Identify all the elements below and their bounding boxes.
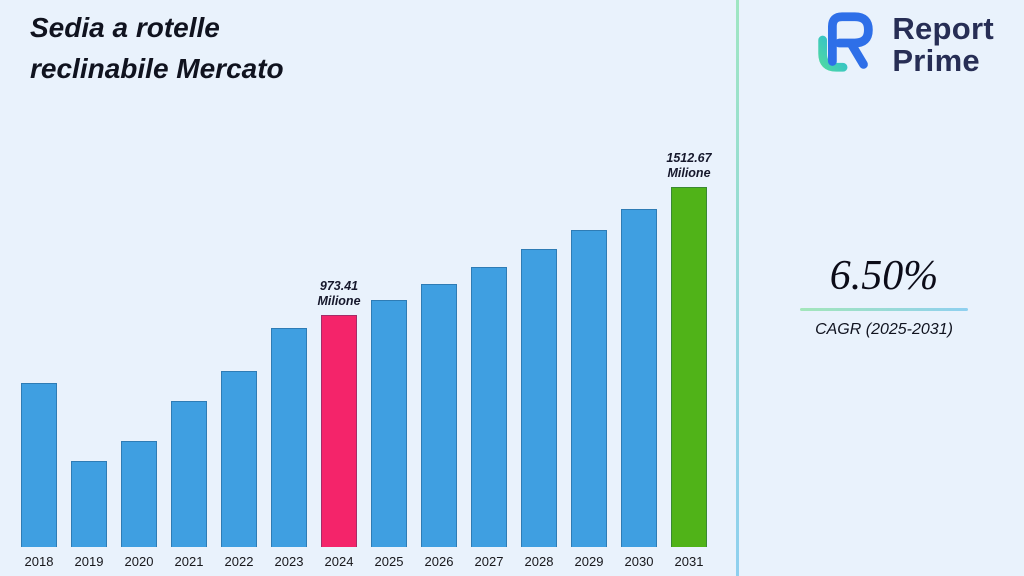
- bar-column-2030: 2030: [614, 140, 664, 570]
- bar-2026: [421, 284, 457, 547]
- year-label-2024: 2024: [324, 554, 354, 569]
- bar-column-2021: 2021: [164, 140, 214, 570]
- cagr-value: 6.50%: [829, 253, 939, 299]
- bar-column-2025: 2025: [364, 140, 414, 570]
- year-label-2028: 2028: [524, 554, 554, 569]
- bar-2024: [321, 315, 357, 547]
- year-label-2029: 2029: [574, 554, 604, 569]
- year-label-2019: 2019: [74, 554, 104, 569]
- bar-column-2020: 2020: [114, 140, 164, 570]
- bar-column-2027: 2027: [464, 140, 514, 570]
- year-label-2018: 2018: [24, 554, 54, 569]
- year-label-2031: 2031: [674, 554, 704, 569]
- bar-2025: [371, 300, 407, 547]
- bar-2028: [521, 249, 557, 547]
- page-title-line1: Sedia a rotelle: [30, 12, 220, 43]
- bar-2022: [221, 371, 257, 547]
- bar-column-2019: 2019: [64, 140, 114, 570]
- bar-column-2026: 2026: [414, 140, 464, 570]
- bar-chart: 2018 2019 2020 2021 2022 2023 973.41 Milione 202…: [14, 140, 714, 570]
- bar-2027: [471, 267, 507, 547]
- bar-2021: [171, 401, 207, 547]
- bar-2030: [621, 209, 657, 547]
- bar-column-2018: 2018: [14, 140, 64, 570]
- logo-wordmark: Report Prime: [892, 10, 994, 78]
- cagr-label: CAGR (2025-2031): [815, 321, 953, 338]
- year-label-2030: 2030: [624, 554, 654, 569]
- year-label-2022: 2022: [224, 554, 254, 569]
- page-title-line2: reclinabile Mercato: [30, 52, 284, 84]
- bar-column-2029: 2029: [564, 140, 614, 570]
- bar-2020: [121, 441, 157, 547]
- logo-word-report: Report: [892, 10, 994, 46]
- bar-column-2028: 2028: [514, 140, 564, 570]
- bar-column-2031: 1512.67 Milione 2031: [664, 140, 714, 570]
- year-label-2027: 2027: [474, 554, 504, 569]
- logo-word-prime: Prime: [892, 42, 980, 78]
- report-prime-logo: Report Prime: [810, 10, 994, 79]
- bar-2019: [71, 461, 107, 547]
- bar-column-2022: 2022: [214, 140, 264, 570]
- cagr-underline: [800, 308, 968, 311]
- year-label-2020: 2020: [124, 554, 154, 569]
- year-label-2023: 2023: [274, 554, 304, 569]
- report-prime-logo-icon: [810, 10, 882, 79]
- bar-2018: [21, 383, 57, 547]
- bar-value-label-2024: 973.41 Milione: [317, 278, 361, 309]
- year-label-2021: 2021: [174, 554, 204, 569]
- bar-column-2024: 973.41 Milione 2024: [314, 140, 364, 570]
- divider-line: [736, 0, 739, 576]
- bar-column-2023: 2023: [264, 140, 314, 570]
- year-label-2026: 2026: [424, 554, 454, 569]
- year-label-2025: 2025: [374, 554, 404, 569]
- cagr-block: 6.50% CAGR (2025-2031): [798, 252, 970, 339]
- bar-value-label-2031: 1512.67 Milione: [666, 150, 712, 181]
- page-title: Sedia a rotelle reclinabile Mercato: [30, 8, 284, 89]
- bar-2029: [571, 230, 607, 547]
- bar-2023: [271, 328, 307, 547]
- bar-2031: [671, 187, 707, 547]
